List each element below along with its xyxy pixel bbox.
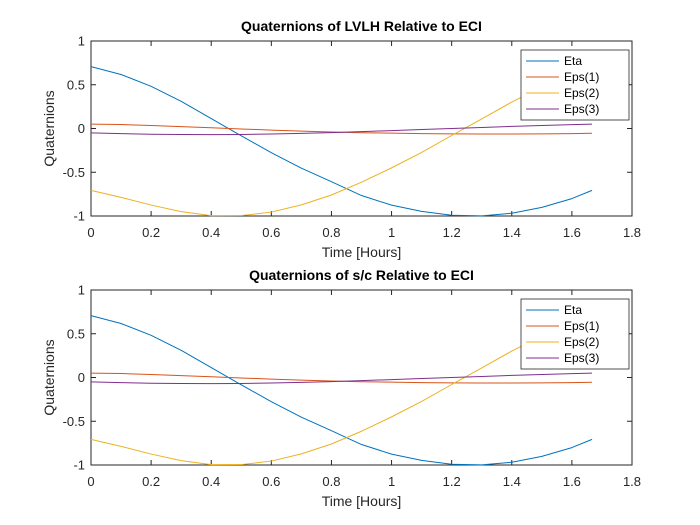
y-tick-label: -1 bbox=[73, 209, 85, 224]
x-tick-label: 0.4 bbox=[202, 474, 220, 489]
x-tick-label: 1.4 bbox=[503, 474, 521, 489]
y-tick-label: 0 bbox=[78, 370, 85, 385]
series-line-eps3 bbox=[90, 372, 593, 385]
legend-box bbox=[520, 298, 630, 370]
chart-panel-2: 0 0.2 0.4 0.6 0.8 1 1.2 1.4 1.6 1.8 1 0.5 0 -0.5 -1 Qua… bbox=[41, 267, 641, 509]
x-tick-label: 0.8 bbox=[322, 225, 340, 240]
x-tick-label: 0 bbox=[87, 474, 94, 489]
x-tick-label: 0.2 bbox=[142, 474, 160, 489]
x-tick-label: 1 bbox=[388, 474, 395, 489]
series-line-eps2 bbox=[90, 315, 593, 466]
x-tick-label: 1.4 bbox=[503, 225, 521, 240]
x-tick-label: 0.6 bbox=[262, 225, 280, 240]
legend-label: Eps(3) bbox=[564, 351, 599, 365]
x-tick-label: 1 bbox=[388, 225, 395, 240]
y-tick-label: -0.5 bbox=[63, 165, 85, 180]
x-tick-label: 1.2 bbox=[443, 474, 461, 489]
series-line-eps3 bbox=[90, 123, 593, 136]
x-tick-label: 1.8 bbox=[623, 474, 641, 489]
x-tick-label: 0 bbox=[87, 225, 94, 240]
y-tick-label: 0.5 bbox=[67, 77, 85, 92]
x-tick-label: 1.8 bbox=[623, 225, 641, 240]
series-line-eps2 bbox=[90, 66, 593, 217]
x-tick-label: 0.6 bbox=[262, 474, 280, 489]
y-axis-label: Quaternions bbox=[41, 90, 57, 166]
y-tick-label: 1 bbox=[78, 283, 85, 298]
x-tick-label: 1.2 bbox=[443, 225, 461, 240]
y-tick-label: 0 bbox=[78, 121, 85, 136]
legend-box bbox=[520, 49, 630, 121]
x-tick-label: 1.6 bbox=[563, 225, 581, 240]
legend-label: Eps(3) bbox=[564, 102, 599, 116]
x-tick-label: 0.4 bbox=[202, 225, 220, 240]
legend: Eta Eps(1) Eps(2) Eps(3) bbox=[520, 298, 630, 370]
legend-label: Eps(1) bbox=[564, 70, 599, 84]
plot-area bbox=[90, 289, 633, 466]
y-tick-label: 0.5 bbox=[67, 326, 85, 341]
legend-label: Eps(1) bbox=[564, 319, 599, 333]
legend-label: Eps(2) bbox=[564, 86, 599, 100]
legend-label: Eps(2) bbox=[564, 335, 599, 349]
x-axis-label: Time [Hours] bbox=[322, 493, 402, 509]
y-tick-label: -0.5 bbox=[63, 414, 85, 429]
legend: Eta Eps(1) Eps(2) Eps(3) bbox=[520, 49, 630, 121]
legend-label: Eta bbox=[564, 303, 582, 317]
chart-panel-1: 0 0.2 0.4 0.6 0.8 1 1.2 1.4 1.6 1.8 1 0.5 0 -0.5 -1 Qua… bbox=[41, 18, 641, 260]
y-axis-label: Quaternions bbox=[41, 339, 57, 415]
chart-title: Quaternions of LVLH Relative to ECI bbox=[241, 18, 482, 34]
y-tick-label: 1 bbox=[78, 34, 85, 49]
legend-label: Eta bbox=[564, 54, 582, 68]
x-tick-label: 0.2 bbox=[142, 225, 160, 240]
x-tick-label: 0.8 bbox=[322, 474, 340, 489]
x-tick-label: 1.6 bbox=[563, 474, 581, 489]
chart-title: Quaternions of s/c Relative to ECI bbox=[249, 267, 474, 283]
x-axis-label: Time [Hours] bbox=[322, 244, 402, 260]
y-tick-label: -1 bbox=[73, 458, 85, 473]
